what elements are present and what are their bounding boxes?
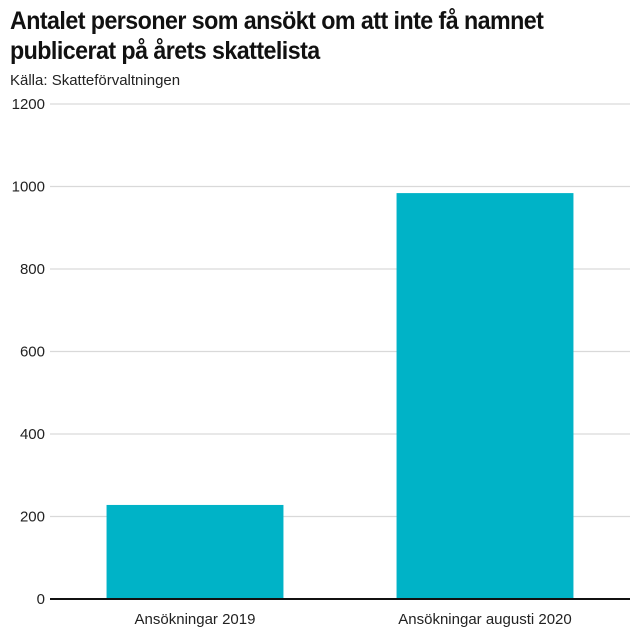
chart-source: Källa: Skatteförvaltningen [10, 72, 181, 89]
chart-title-line-1: Antalet personer som ansökt om att inte … [10, 7, 544, 35]
y-tick-label: 1200 [12, 96, 45, 113]
axis-layer: 0 200 400 600 800 1000 1200 Ansökningar 2019 Ans… [12, 96, 630, 628]
bar [106, 504, 284, 599]
bar [396, 193, 574, 599]
y-tick-label: 1000 [12, 178, 45, 195]
chart-title: Antalet personer som ansökt om att inte … [10, 6, 587, 66]
chart-title-line-2: publicerat på årets skattelista [10, 37, 320, 65]
bar-layer [106, 193, 574, 599]
y-tick-label: 800 [20, 261, 45, 278]
x-category-label: Ansökningar 2019 [135, 611, 256, 628]
y-tick-label: 400 [20, 426, 45, 443]
y-tick-label: 0 [37, 591, 45, 608]
y-tick-label: 200 [20, 508, 45, 525]
y-tick-label: 600 [20, 343, 45, 360]
x-category-label: Ansökningar augusti 2020 [398, 611, 571, 628]
